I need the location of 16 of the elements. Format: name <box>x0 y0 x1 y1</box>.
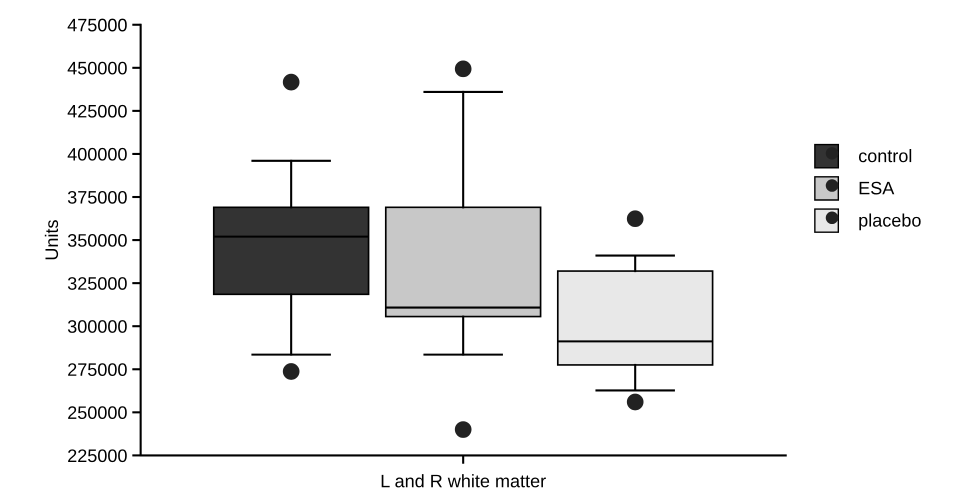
legend-label: control <box>858 148 912 162</box>
y-tick-label: 325000 <box>68 277 127 290</box>
legend-label: placebo <box>859 213 921 230</box>
y-tick-label: 250000 <box>68 406 127 420</box>
legend-label: ESA <box>860 182 894 194</box>
y-tick-label: 300000 <box>68 320 127 333</box>
x-axis-title: L and R white matter <box>382 474 546 488</box>
y-tick-label: 375000 <box>68 190 127 204</box>
y-tick-label: 275000 <box>68 363 127 376</box>
y-tick-label: 350000 <box>68 234 127 247</box>
y-tick-label: 450000 <box>68 62 127 75</box>
y-axis-title: Units <box>44 220 58 260</box>
y-tick-label: 425000 <box>68 104 127 118</box>
y-tick-label: 225000 <box>68 449 127 462</box>
y-tick-label: 475000 <box>68 18 127 32</box>
y-tick-label: 400000 <box>68 148 127 161</box>
